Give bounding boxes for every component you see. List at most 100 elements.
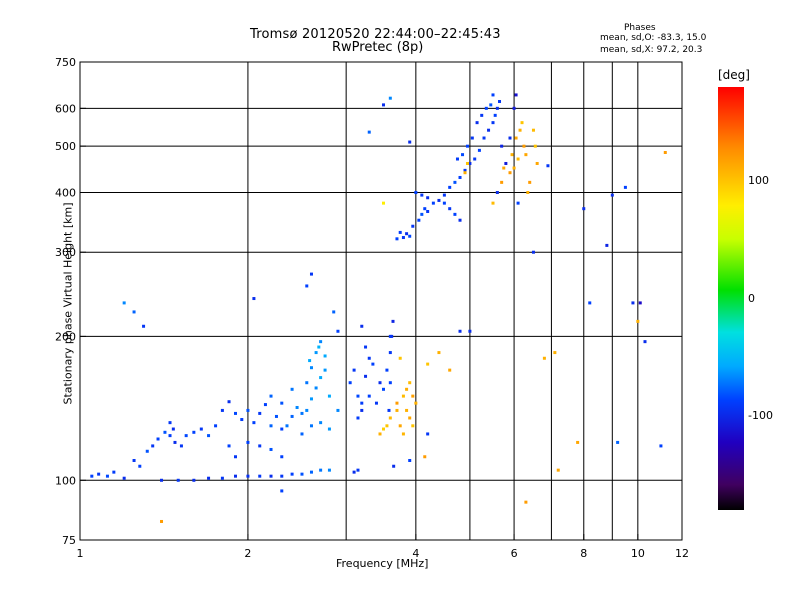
data-point xyxy=(516,201,520,205)
data-point xyxy=(179,444,183,448)
data-point xyxy=(138,464,142,468)
data-point xyxy=(518,128,522,132)
data-point xyxy=(112,470,116,474)
data-point xyxy=(420,212,424,216)
data-point xyxy=(258,474,262,478)
phases-x-stats: mean, sd,X: 97.2, 20.3 xyxy=(600,45,703,55)
data-point xyxy=(274,414,278,418)
data-point xyxy=(207,434,211,438)
data-point xyxy=(453,180,457,184)
data-point xyxy=(473,157,477,161)
plot-area xyxy=(79,61,683,541)
data-point xyxy=(381,201,385,205)
data-point xyxy=(300,472,304,476)
data-point xyxy=(461,153,465,157)
data-point xyxy=(491,201,495,205)
data-point xyxy=(542,356,546,360)
data-point xyxy=(482,136,486,140)
data-point xyxy=(122,301,126,305)
data-point xyxy=(252,297,256,301)
data-point xyxy=(233,455,237,459)
data-point xyxy=(227,444,231,448)
data-point xyxy=(142,324,146,328)
data-point xyxy=(269,474,273,478)
data-point xyxy=(305,381,309,385)
data-point xyxy=(240,418,244,422)
data-point xyxy=(388,381,392,385)
data-point xyxy=(643,340,647,344)
data-point xyxy=(356,416,360,420)
data-point xyxy=(233,474,237,478)
data-point xyxy=(475,121,479,125)
data-point xyxy=(388,334,392,338)
data-point xyxy=(465,161,469,165)
data-point xyxy=(398,356,402,360)
x-axis-label: Frequency [MHz] xyxy=(336,557,429,570)
data-point xyxy=(526,190,530,194)
data-point xyxy=(463,168,467,172)
data-point xyxy=(455,157,459,161)
grid-lines xyxy=(80,62,682,540)
data-point xyxy=(356,468,360,472)
data-point xyxy=(408,458,412,462)
data-point xyxy=(512,106,516,110)
data-point xyxy=(285,424,289,428)
data-point xyxy=(163,430,167,434)
data-point xyxy=(398,424,402,428)
data-point xyxy=(122,476,126,480)
y-tick-label: 500 xyxy=(55,140,76,153)
data-point xyxy=(269,394,273,398)
phase-colorbar xyxy=(718,87,744,510)
data-point xyxy=(512,166,516,170)
data-point xyxy=(448,185,452,189)
data-point xyxy=(531,128,535,132)
data-point xyxy=(448,207,452,211)
data-point xyxy=(508,171,512,175)
data-point xyxy=(610,193,614,197)
data-point xyxy=(535,161,539,165)
data-point xyxy=(319,376,323,380)
data-point xyxy=(468,161,472,165)
data-point xyxy=(309,397,313,401)
data-point xyxy=(323,354,327,358)
data-point xyxy=(408,140,412,144)
data-point xyxy=(280,489,284,493)
x-tick-label: 4 xyxy=(412,547,419,560)
data-point xyxy=(520,121,524,125)
y-tick-label: 300 xyxy=(55,246,76,259)
data-point xyxy=(378,432,382,436)
data-point xyxy=(309,470,313,474)
data-point xyxy=(327,468,331,472)
data-point xyxy=(408,234,412,238)
data-point xyxy=(408,381,412,385)
phases-o-stats: mean, sd,O: -83.3, 15.0 xyxy=(600,33,707,43)
data-point xyxy=(367,130,371,134)
data-point xyxy=(168,434,172,438)
data-point xyxy=(319,340,323,344)
x-tick-label: 2 xyxy=(244,547,251,560)
data-point xyxy=(258,411,262,415)
data-point xyxy=(176,478,180,482)
data-point xyxy=(151,444,155,448)
y-tick-label: 400 xyxy=(55,186,76,199)
data-point xyxy=(356,394,360,398)
data-point xyxy=(491,93,495,97)
data-point xyxy=(411,394,415,398)
data-point xyxy=(207,476,211,480)
data-point xyxy=(405,232,409,236)
data-point xyxy=(423,455,427,459)
data-point xyxy=(524,153,528,157)
data-point xyxy=(314,351,318,355)
colorbar-tick-label: 0 xyxy=(748,291,755,305)
y-tick-label: 75 xyxy=(62,534,76,547)
data-point xyxy=(367,356,371,360)
data-point xyxy=(305,284,309,288)
data-point xyxy=(323,368,327,372)
data-point xyxy=(524,500,528,504)
data-point xyxy=(553,351,557,355)
data-point xyxy=(132,310,136,314)
x-tick-label: 8 xyxy=(580,547,587,560)
data-point xyxy=(556,468,560,472)
data-point xyxy=(500,180,504,184)
